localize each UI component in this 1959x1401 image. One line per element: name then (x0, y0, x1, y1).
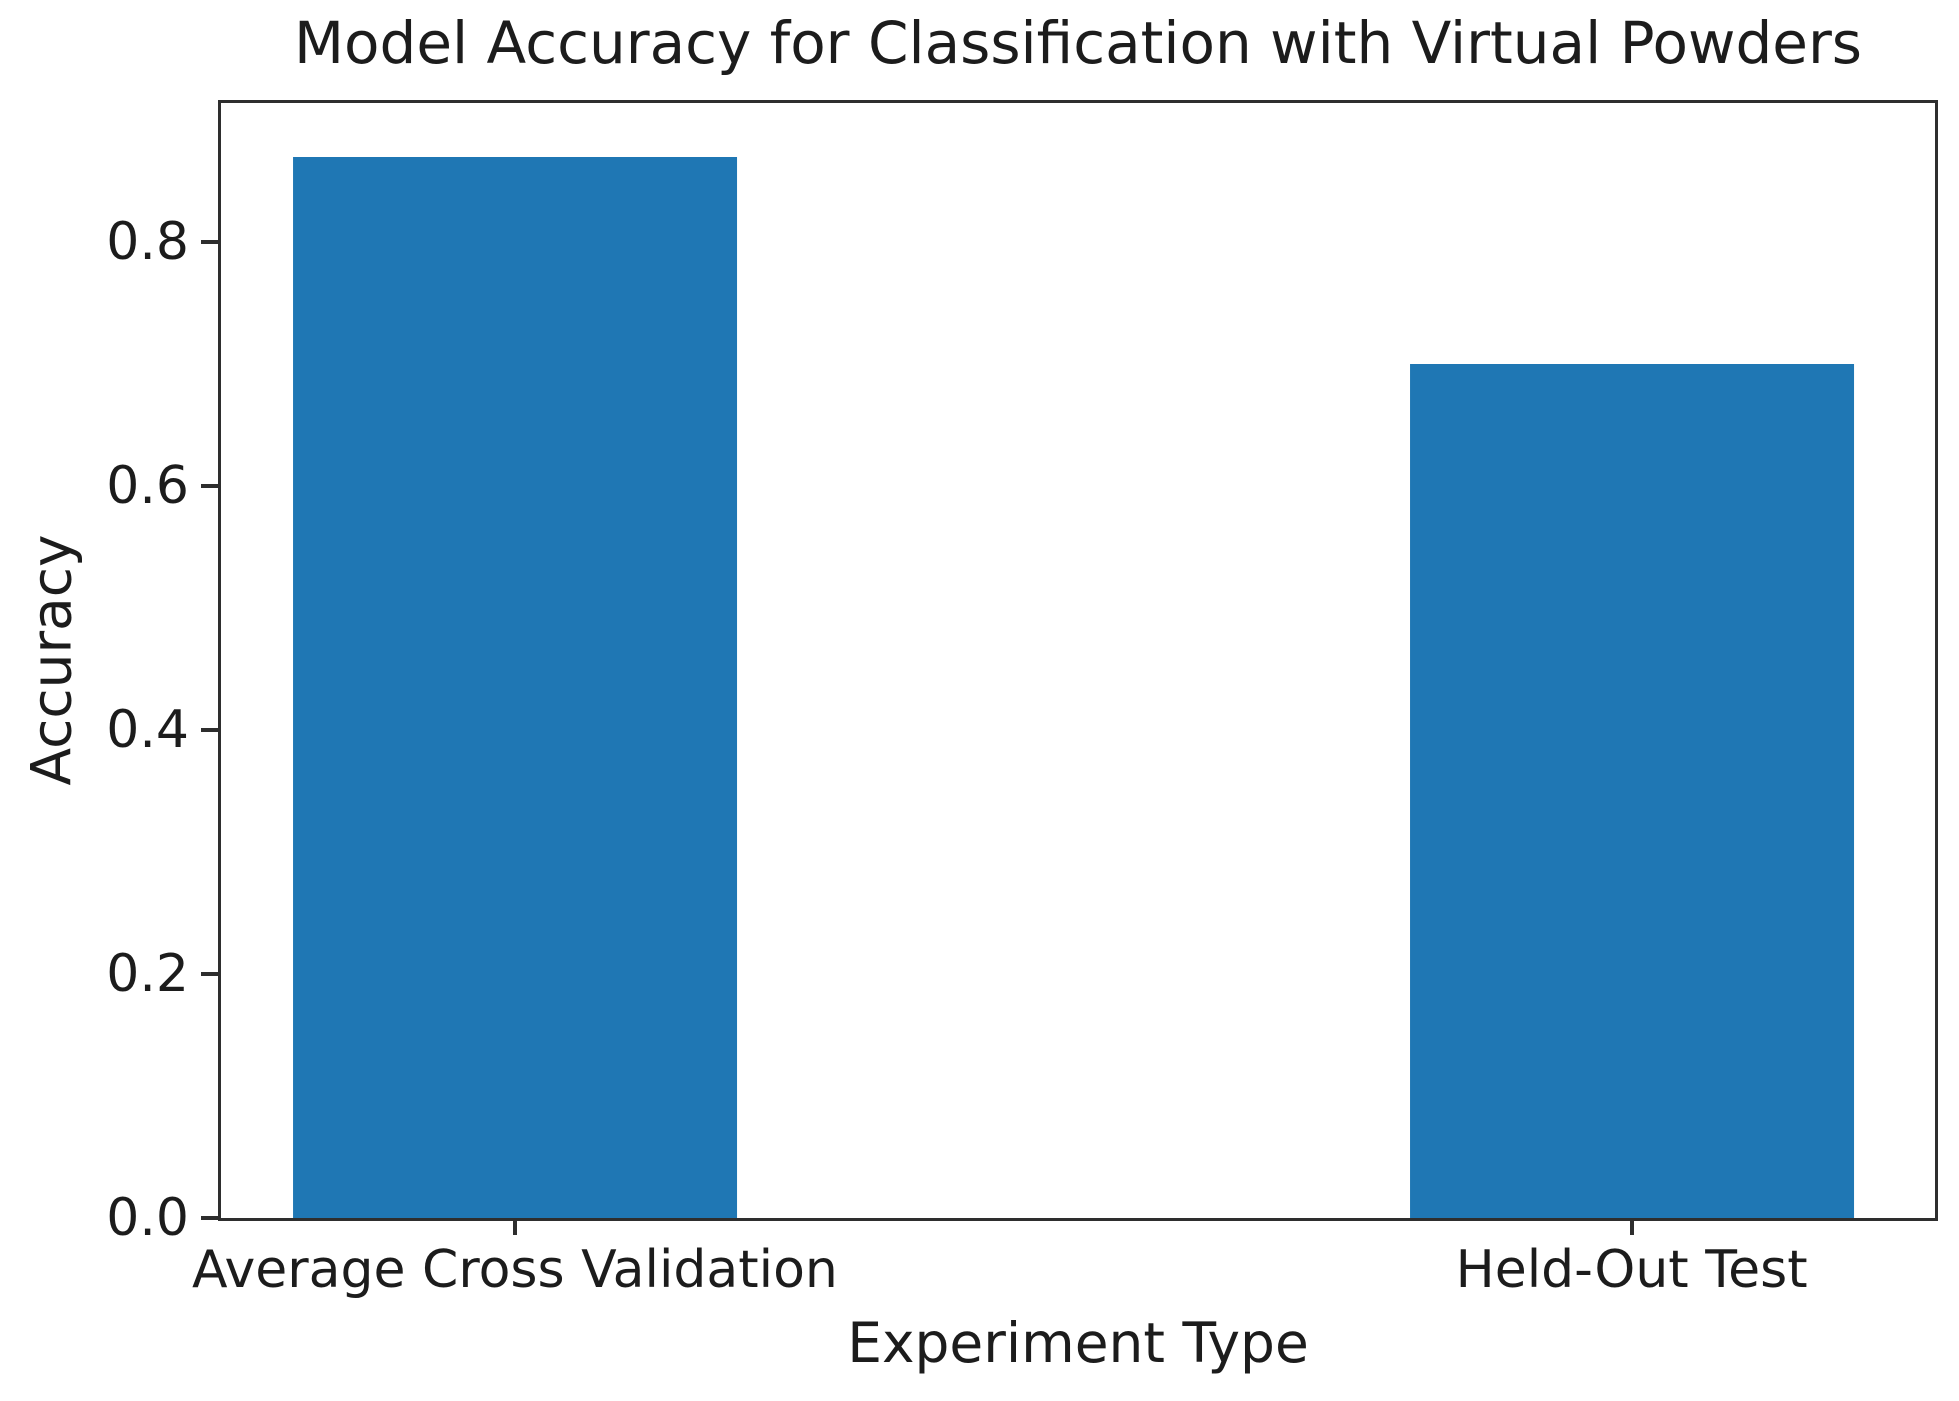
y-tick-mark (201, 240, 218, 245)
plot-area: 0.0 0.2 0.4 0.6 0.8 Average Cross Validation… (106, 100, 1938, 1296)
y-tick-label: 0.4 (106, 700, 189, 761)
x-tick-label: Held-Out Test (1455, 1240, 1808, 1300)
chart-title: Model Accuracy for Classification with V… (293, 9, 1863, 77)
y-axis-label: Accuracy (19, 534, 84, 786)
bar-held-out-test (1409, 364, 1854, 1218)
y-tick-label: 0.2 (106, 944, 189, 1005)
x-tick-label: Average Cross Validation (191, 1240, 838, 1300)
x-tick-mark (1629, 1218, 1634, 1235)
y-tick-label: 0.6 (106, 456, 189, 517)
bar-average-cross-validation (292, 156, 737, 1218)
y-tick-mark (201, 972, 218, 977)
x-axis-label: Experiment Type (847, 1311, 1309, 1375)
y-tick-mark (201, 728, 218, 733)
y-tick-mark (201, 1216, 218, 1220)
y-tick-label: 0.8 (106, 212, 189, 273)
x-tick-mark (512, 1218, 517, 1235)
y-tick-mark (201, 484, 218, 489)
y-tick-label: 0.0 (106, 1188, 189, 1248)
